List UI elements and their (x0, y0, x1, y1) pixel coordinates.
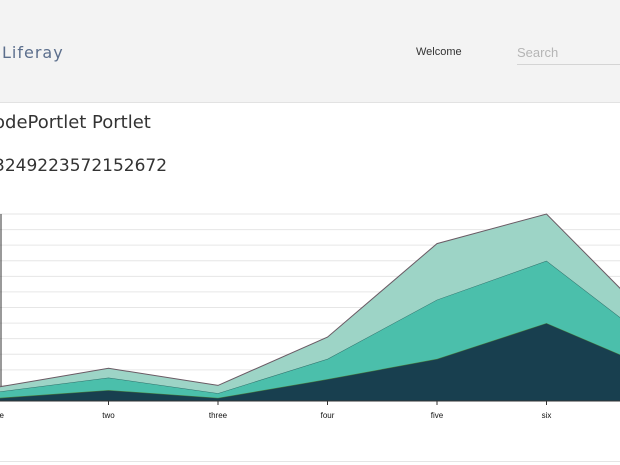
x-tick-label: six (542, 411, 552, 420)
portlet-title: odePortlet Portlet (0, 112, 151, 133)
area-series-1 (0, 323, 620, 401)
site-logo-text[interactable]: Liferay (2, 43, 64, 62)
x-tick-label: e (0, 411, 5, 420)
divider (0, 461, 620, 462)
area-series-2 (0, 260, 620, 398)
x-tick-label: four (321, 411, 335, 420)
top-header: Liferay Welcome (0, 0, 620, 103)
welcome-link[interactable]: Welcome (416, 46, 462, 58)
chart-areas (0, 213, 620, 401)
stacked-area-chart: e two three four five six (0, 213, 620, 420)
portlet-value: 3249223572152672 (0, 156, 168, 176)
x-tick-label: two (102, 411, 115, 420)
area-series-edge-3 (0, 213, 620, 388)
x-axis: e two three four five six (0, 400, 620, 420)
x-tick-label: five (431, 411, 444, 420)
x-tick-label: three (209, 411, 228, 420)
search-input[interactable] (517, 40, 620, 65)
area-series-3 (0, 214, 620, 394)
